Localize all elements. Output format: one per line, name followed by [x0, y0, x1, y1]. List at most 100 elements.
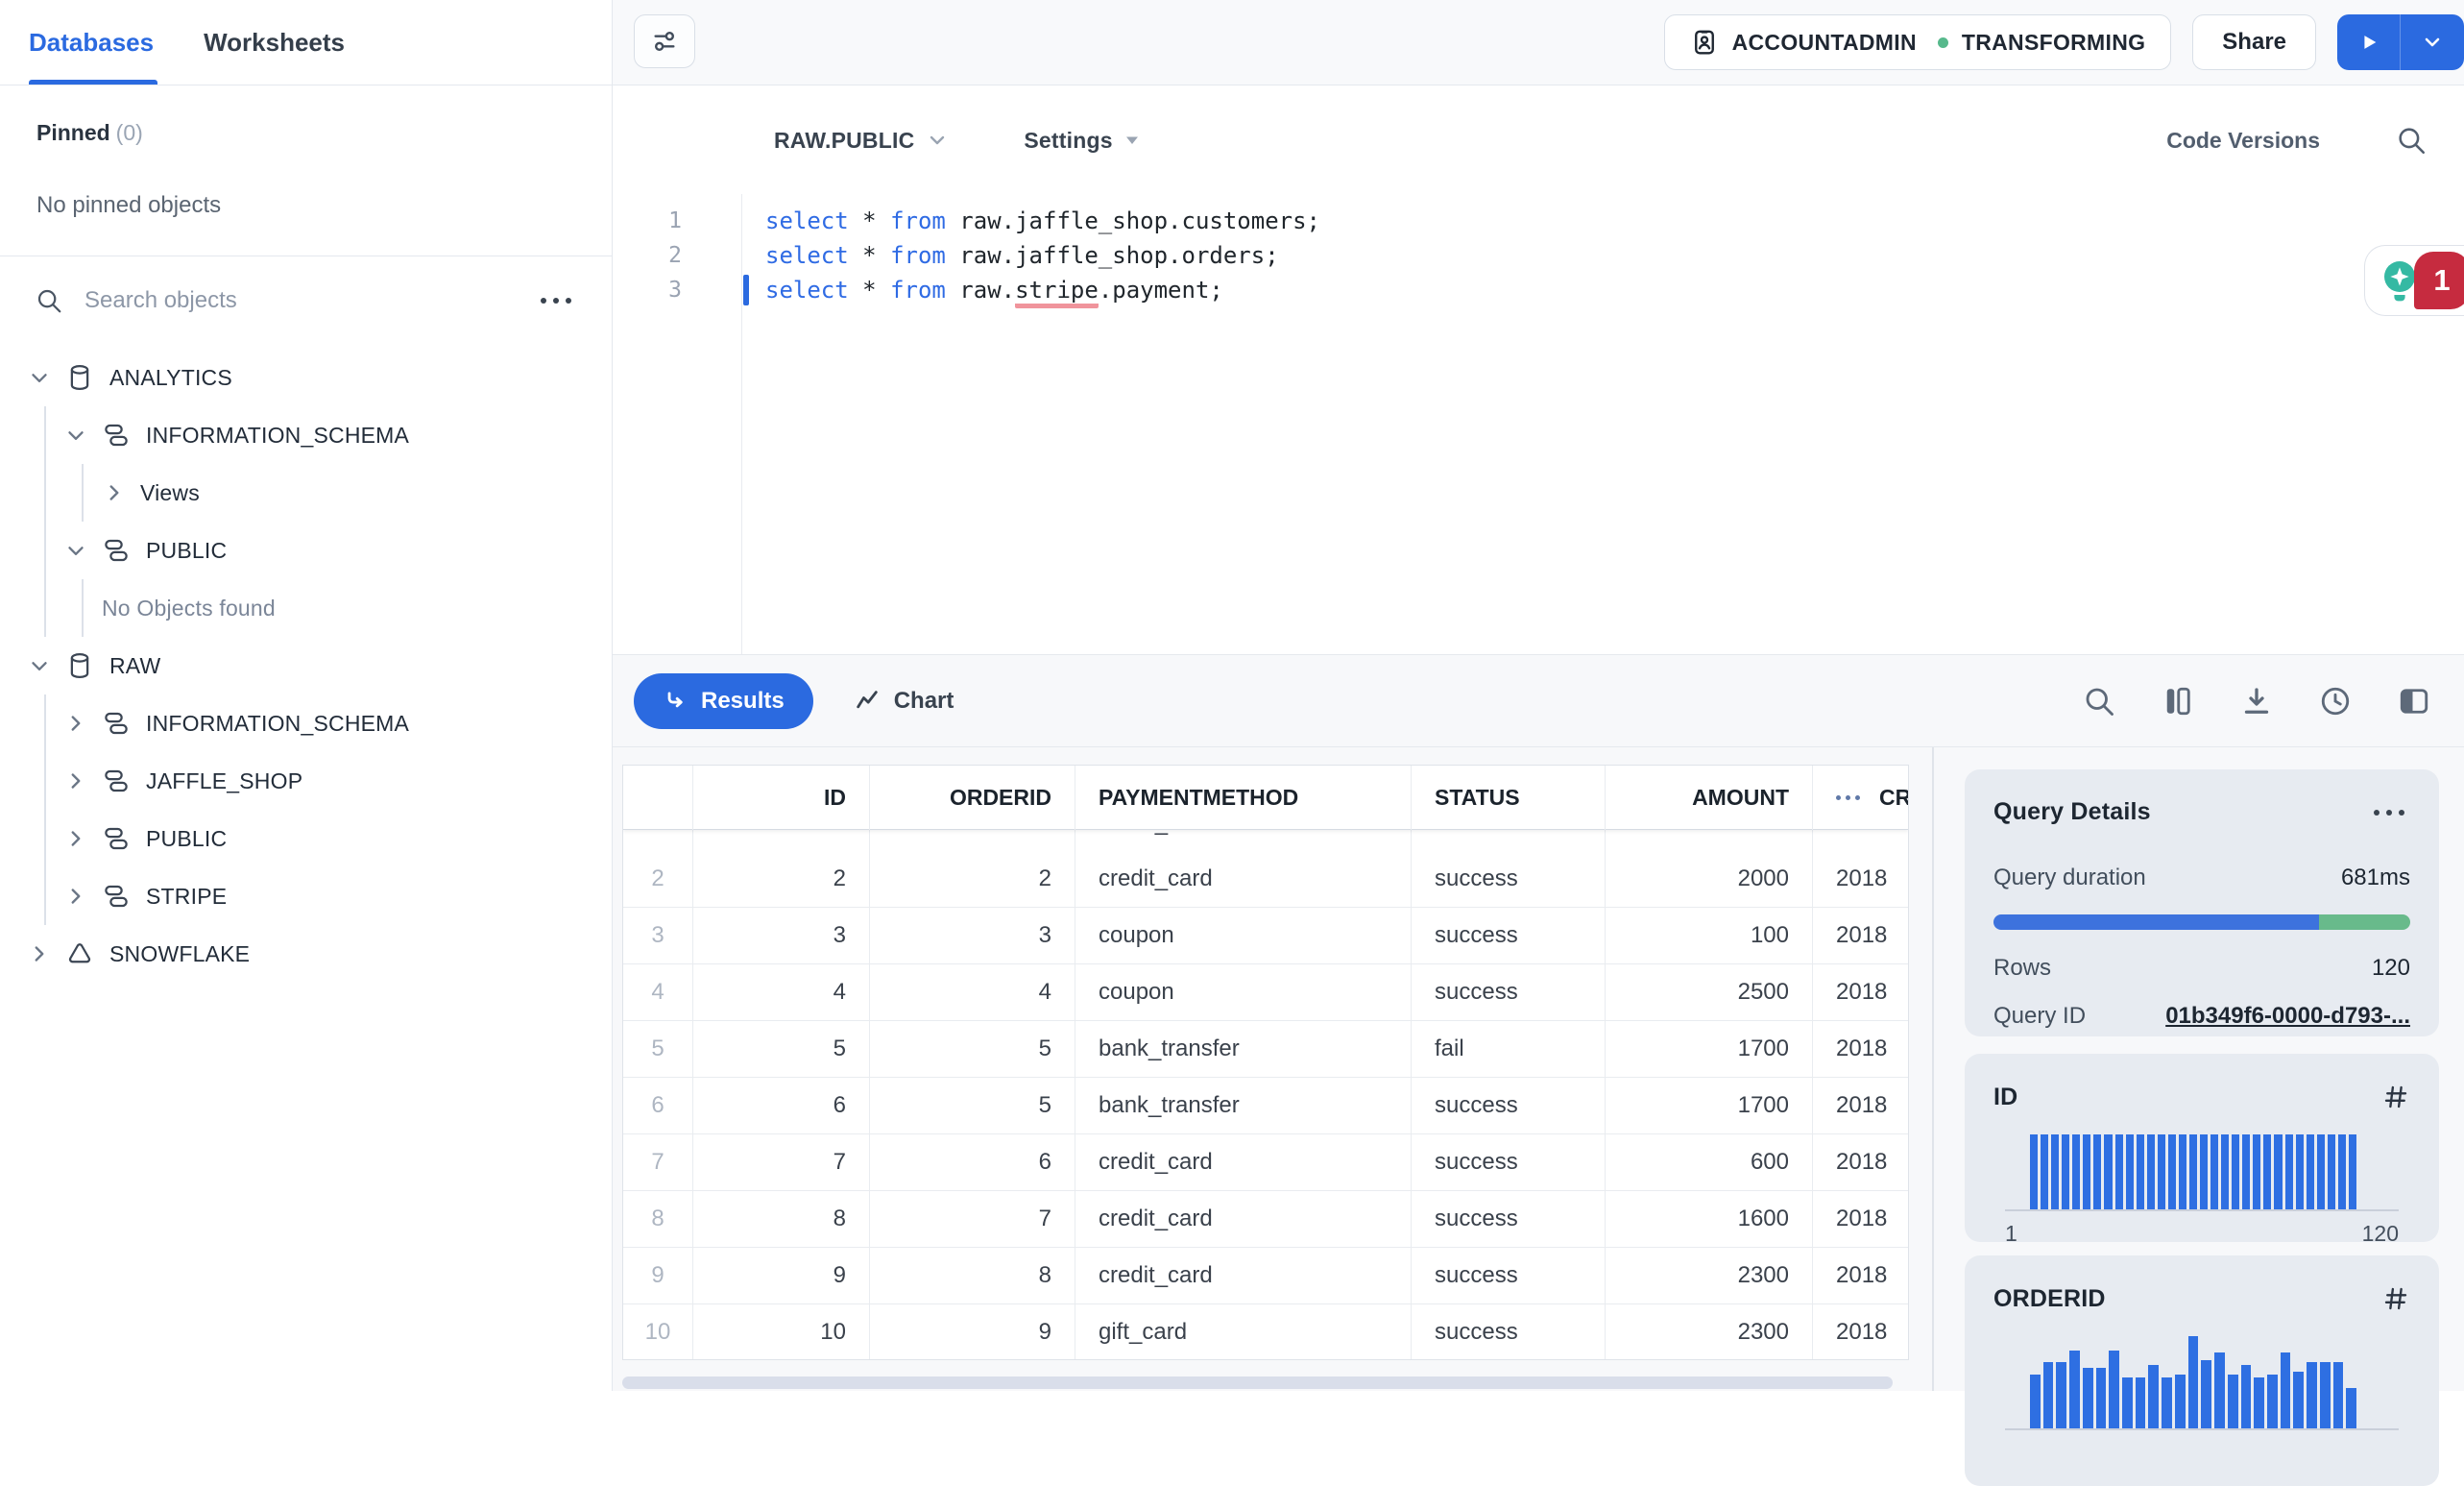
table-row[interactable]: 6 6 5 bank_transfer success 1700 2018	[623, 1078, 1908, 1134]
tree-expander-down[interactable]	[63, 423, 88, 448]
copilot-suggestion-pill[interactable]: 1	[2364, 245, 2464, 316]
editor-toolbar: RAW.PUBLIC Settings Code Versions	[613, 86, 2464, 194]
query-history-icon[interactable]	[2318, 684, 2353, 719]
tree-expander-down[interactable]	[63, 538, 88, 563]
table-row[interactable]: 10 10 9 gift_card success 2300 2018	[623, 1304, 1908, 1359]
tree-expander-right[interactable]	[63, 826, 88, 851]
table-cell: bank_transfer	[1075, 1021, 1412, 1077]
tree-item-stripe[interactable]: STRIPE	[0, 867, 612, 925]
tab-databases[interactable]: Databases	[29, 0, 158, 85]
histogram-bar	[2093, 1134, 2102, 1209]
table-cell: 2300	[1606, 1248, 1813, 1303]
histogram-bar	[2135, 1377, 2146, 1428]
histogram-bar	[2178, 1134, 2186, 1209]
role-warehouse-selector[interactable]: ACCOUNTADMIN TRANSFORMING	[1663, 14, 2172, 70]
orderid-histogram	[2005, 1336, 2399, 1430]
settings-menu[interactable]: Settings	[1024, 128, 1139, 154]
table-row[interactable]: 111credit_cardsuccess10002018	[623, 830, 1908, 851]
schema-icon	[102, 767, 131, 795]
tree-expander-right[interactable]	[63, 768, 88, 793]
table-row[interactable]: 9 9 8 credit_card success 2300 2018	[623, 1248, 1908, 1304]
histogram-bar	[2263, 1134, 2272, 1209]
table-row[interactable]: 7 7 6 credit_card success 600 2018	[623, 1134, 1908, 1191]
table-cell: 5	[870, 1078, 1075, 1133]
code-text: select * from raw.jaffle_shop.orders;	[765, 242, 1279, 269]
tree-item-public[interactable]: PUBLIC	[0, 522, 612, 579]
sidebar-more-button[interactable]	[535, 292, 577, 309]
tree-expander-right[interactable]	[63, 884, 88, 909]
column-menu-ellipsis[interactable]	[1836, 795, 1860, 800]
chevron-down-icon	[930, 135, 945, 145]
table-row[interactable]: 5 5 5 bank_transfer fail 1700 2018	[623, 1021, 1908, 1078]
tree-item-views[interactable]: Views	[0, 464, 612, 522]
object-search[interactable]: Search objects	[0, 256, 612, 345]
query-details-menu[interactable]	[2368, 804, 2410, 821]
tree-guide-line	[44, 752, 46, 810]
tab-worksheets[interactable]: Worksheets	[204, 27, 345, 57]
tree-item-jaffle-shop[interactable]: JAFFLE_SHOP	[0, 752, 612, 810]
chevron-right-icon	[109, 485, 119, 500]
search-results-icon[interactable]	[2082, 684, 2116, 719]
run-button-group	[2337, 14, 2464, 70]
histogram-bar	[2162, 1377, 2172, 1428]
tree-item-snowflake[interactable]: SNOWFLAKE	[0, 925, 612, 983]
tree-expander-right[interactable]	[102, 480, 127, 505]
tab-chart[interactable]: Chart	[854, 688, 954, 715]
app-icon	[65, 939, 94, 968]
tree-expander-down[interactable]	[27, 365, 52, 390]
table-cell: credit_card	[1075, 1134, 1412, 1190]
results-toolbar: Results Chart	[613, 655, 2464, 747]
run-button[interactable]	[2337, 14, 2401, 70]
tree-expander-down[interactable]	[27, 653, 52, 678]
schema-icon	[105, 827, 128, 850]
tree-item-analytics[interactable]: ANALYTICS	[0, 349, 612, 406]
tree-item-raw[interactable]: RAW	[0, 637, 612, 694]
query-id-link[interactable]: 01b349f6-0000-d793-...	[2165, 1003, 2410, 1029]
tab-results[interactable]: Results	[634, 672, 813, 729]
tree-expander-right[interactable]	[63, 711, 88, 736]
tree-item-public[interactable]: PUBLIC	[0, 810, 612, 867]
tree-item-information-schema[interactable]: INFORMATION_SCHEMA	[0, 694, 612, 752]
table-row[interactable]: 8 8 7 credit_card success 1600 2018	[623, 1191, 1908, 1248]
column-header: STATUS	[1412, 766, 1606, 830]
line-number: 3	[668, 278, 682, 303]
code-versions-link[interactable]: Code Versions	[2166, 127, 2320, 153]
tree-item-information-schema[interactable]: INFORMATION_SCHEMA	[0, 406, 612, 464]
code-line-1[interactable]: 1 select * from raw.jaffle_shop.customers…	[613, 204, 2464, 238]
columns-icon[interactable]	[2161, 684, 2195, 719]
chevron-down-icon	[2425, 37, 2440, 47]
query-id-label: Query ID	[1993, 1003, 2087, 1029]
numeric-column-icon	[2384, 1085, 2407, 1108]
table-cell: success	[1412, 964, 1606, 1020]
database-context-selector[interactable]: RAW.PUBLIC	[774, 128, 949, 154]
table-row[interactable]: 4 4 4 coupon success 2500 2018	[623, 964, 1908, 1021]
table-cell: 8	[870, 1248, 1075, 1303]
snowflake-db-icon	[68, 943, 91, 963]
split-panel-icon[interactable]	[2397, 684, 2431, 719]
table-row[interactable]: 2 2 2 credit_card success 2000 2018	[623, 851, 1908, 908]
table-cell: 2018	[1813, 1304, 1908, 1359]
code-line-2[interactable]: 2 select * from raw.jaffle_shop.orders;	[613, 238, 2464, 273]
editor-caret	[743, 275, 749, 305]
tree-item-no-objects-found[interactable]: No Objects found	[0, 579, 612, 637]
download-icon[interactable]	[2239, 684, 2274, 719]
worksheet-options-button[interactable]	[634, 14, 695, 68]
table-row[interactable]: 3 3 3 coupon success 100 2018	[623, 908, 1908, 964]
tree-expander-right[interactable]	[27, 941, 52, 966]
editor-search-icon[interactable]	[2395, 124, 2428, 157]
table-cell: success	[1412, 1078, 1606, 1133]
table-cell: 2018	[1813, 1078, 1908, 1133]
code-area[interactable]: 1 select * from raw.jaffle_shop.customers…	[613, 194, 2464, 308]
histogram-bar	[2125, 1134, 2134, 1209]
histogram-bar	[2240, 1365, 2252, 1428]
scrollbar-thumb[interactable]	[622, 1376, 1894, 1389]
run-options-button[interactable]	[2401, 14, 2464, 70]
table-cell: 5	[870, 1021, 1075, 1077]
code-line-3[interactable]: 3 select * from raw.stripe.payment;	[613, 273, 2464, 308]
table-cell: 6	[623, 1078, 693, 1133]
histogram-bar	[2266, 1375, 2278, 1428]
histogram-bar	[2293, 1372, 2305, 1428]
table-horizontal-scrollbar[interactable]	[622, 1376, 1932, 1389]
tree-item-label: INFORMATION_SCHEMA	[146, 422, 410, 448]
share-button[interactable]: Share	[2192, 14, 2316, 70]
